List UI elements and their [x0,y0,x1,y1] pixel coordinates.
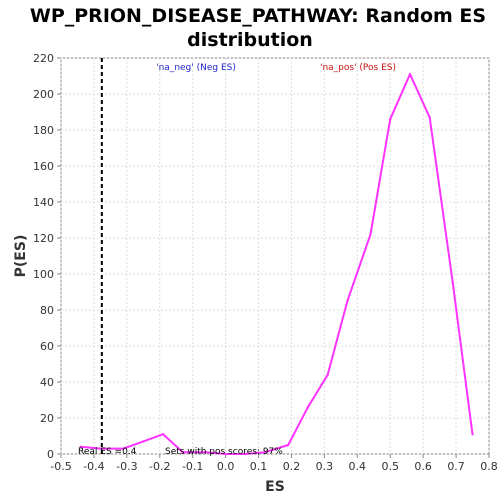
data-point [244,452,247,456]
y-tick-label: 80 [40,304,54,317]
series-group [79,73,474,456]
y-tick-label: 160 [33,160,54,173]
data-point [286,443,290,447]
data-point [161,433,165,436]
x-tick-label: 0.1 [250,460,268,473]
x-axis-label: ES [265,479,285,495]
x-tick-label: 0.5 [381,460,399,473]
plot-area [60,57,490,455]
real-es-text: Real ES =0.4 [78,447,137,457]
data-point [181,451,185,454]
neg-label: 'na_neg' (Neg ES) [156,63,236,73]
x-tick-label: 0.4 [349,460,367,473]
data-point [306,406,310,409]
y-tick-label: 200 [33,88,54,101]
y-tick-label: 180 [33,124,54,137]
data-point [204,451,208,454]
x-tick-label: 0.2 [283,460,301,473]
pos-scores-text: Sets with pos scores: 97% [165,447,283,457]
y-axis-label: P(ES) [13,235,29,278]
x-tick-label: 0.0 [217,460,235,473]
data-point [122,447,125,450]
x-tick-label: -0.4 [83,460,104,473]
chart-title-line2: distribution [187,29,313,51]
x-tick-label: 0.3 [316,460,334,473]
chart-title-line1: WP_PRION_DISEASE_PATHWAY: Random ES [30,5,486,27]
data-point [451,281,454,285]
x-tick-label: 0.7 [447,460,465,473]
x-axis-ticks: -0.5 -0.4 -0.3 -0.2 -0.1 0.0 0.1 0.2 0.3 0.4 0.5 0.… [50,454,498,473]
y-tick-label: 120 [33,232,54,245]
y-tick-label: 140 [33,196,54,209]
data-point [408,73,412,76]
data-point [471,433,474,436]
x-tick-label: 0.6 [414,460,432,473]
x-tick-label: -0.2 [149,460,170,473]
x-tick-label: 0.8 [480,460,498,473]
x-tick-label: -0.1 [182,460,203,473]
data-point [326,373,329,376]
y-tick-label: 0 [47,448,54,461]
y-tick-label: 100 [33,268,54,281]
y-tick-label: 40 [40,376,54,389]
data-point [389,118,392,121]
y-tick-label: 20 [40,412,54,425]
x-tick-label: -0.5 [50,460,71,473]
y-tick-label: 60 [40,340,54,353]
data-point [224,452,227,456]
data-point [346,299,349,303]
data-point [263,451,267,454]
series-line [80,73,474,455]
x-tick-label: -0.3 [116,460,137,473]
data-point [99,447,102,450]
y-tick-label: 220 [33,52,54,65]
data-point [428,116,431,119]
data-point [369,233,372,236]
pos-label: 'na_pos' (Pos ES) [320,63,396,73]
data-point [142,440,145,443]
data-point [79,445,82,448]
y-axis-ticks: 0 20 40 60 80 100 120 140 160 180 200 220 [33,52,61,461]
